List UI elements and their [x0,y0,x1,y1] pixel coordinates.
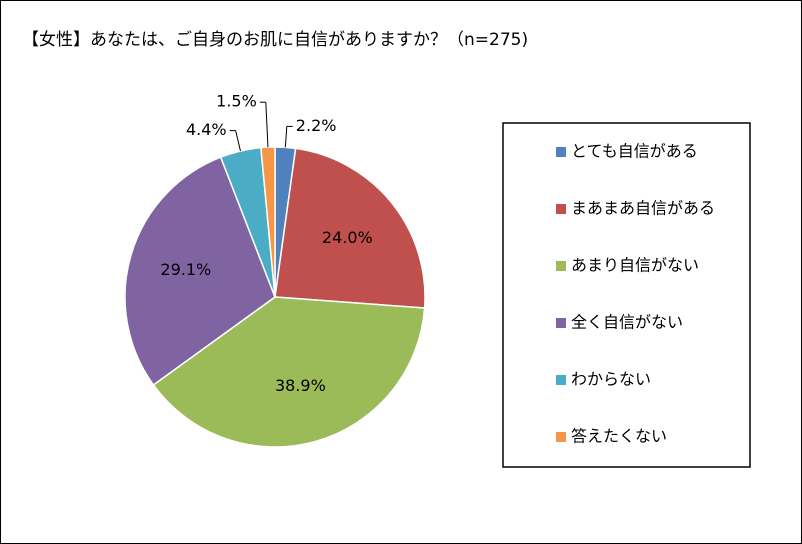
legend-label: あまり自信がない [571,256,699,275]
data-label: 29.1% [160,260,211,279]
chart-title: 【女性】あなたは、ご自身のお肌に自信がありますか？（n=275) [22,30,528,50]
legend-label: わからない [571,370,651,389]
legend-swatch [556,147,566,157]
legend-label: まあまあ自信がある [571,199,715,218]
leader-line [235,130,241,152]
pie-slice [274,147,426,309]
leader-line [265,102,269,148]
data-label: 4.4% [186,120,227,139]
legend-swatch [556,432,566,442]
legend-label: とても自信がある [571,142,698,161]
pie-slice [124,156,276,386]
legend-label: 答えたくない [571,427,667,446]
legend-swatch [556,318,566,328]
leader-line [284,126,288,148]
legend-label: 全く自信がない [571,313,683,332]
legend-swatch [556,261,566,271]
legend-frame [502,122,751,468]
legend-swatch [556,204,566,214]
data-label: 1.5% [216,92,257,111]
pie-slice [152,296,426,448]
legend-swatch [556,375,566,385]
data-label: 38.9% [275,376,326,395]
data-label: 2.2% [296,116,337,135]
data-label: 24.0% [322,228,373,247]
